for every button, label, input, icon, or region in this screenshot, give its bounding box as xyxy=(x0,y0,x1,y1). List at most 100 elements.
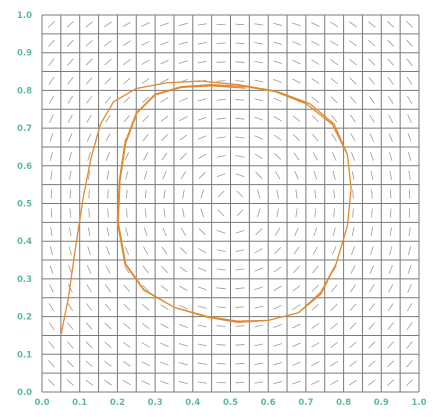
x-tick-label: 0.6 xyxy=(261,398,276,408)
direction-segment xyxy=(389,170,392,180)
direction-segment xyxy=(273,22,283,26)
direction-segment xyxy=(126,189,128,199)
direction-segment xyxy=(273,41,283,45)
direction-segment xyxy=(104,96,112,104)
direction-segment xyxy=(368,21,376,28)
direction-segment xyxy=(387,303,394,312)
direction-segment xyxy=(389,151,393,161)
x-tick-label: 0.0 xyxy=(34,398,49,408)
x-tick-label: 0.9 xyxy=(374,398,389,408)
direction-segment xyxy=(273,60,283,64)
direction-segment xyxy=(160,59,169,65)
x-tick-label: 0.3 xyxy=(148,398,163,408)
direction-segment xyxy=(143,227,148,237)
direction-segment xyxy=(406,95,413,104)
direction-segment xyxy=(330,59,339,66)
y-tick-label: 0.0 xyxy=(17,388,32,398)
direction-segment xyxy=(160,115,169,122)
direction-segment xyxy=(255,171,263,179)
direction-segment xyxy=(292,361,301,366)
direction-segment xyxy=(216,61,226,63)
direction-segment xyxy=(331,133,337,142)
direction-field xyxy=(47,20,414,387)
direction-segment xyxy=(314,189,317,199)
direction-segment xyxy=(47,379,55,387)
direction-segment xyxy=(142,284,150,292)
direction-segment xyxy=(163,208,166,218)
direction-segment xyxy=(105,152,110,161)
direction-segment xyxy=(86,284,92,293)
direction-segment xyxy=(179,324,188,329)
direction-segment xyxy=(48,58,55,66)
direction-segment xyxy=(141,304,150,311)
direction-segment xyxy=(235,99,245,101)
direction-segment xyxy=(49,284,54,293)
direction-segment xyxy=(330,322,338,330)
direction-segment xyxy=(254,153,263,160)
direction-segment xyxy=(197,98,207,102)
direction-segment xyxy=(388,265,393,274)
x-tick-label: 0.7 xyxy=(298,398,313,408)
direction-segment xyxy=(254,381,264,384)
direction-segment xyxy=(311,40,320,46)
direction-segment xyxy=(235,42,245,44)
direction-segment xyxy=(292,342,301,348)
direction-segment xyxy=(179,97,188,103)
direction-segment xyxy=(349,21,357,28)
direction-segment xyxy=(292,22,301,27)
direction-segment xyxy=(216,325,226,327)
direction-segment xyxy=(69,170,72,180)
direction-segment xyxy=(197,362,207,365)
direction-segment xyxy=(86,133,92,142)
direction-segment xyxy=(85,77,93,85)
direction-segment xyxy=(143,152,149,161)
direction-segment xyxy=(235,61,245,63)
direction-segment xyxy=(273,381,283,385)
direction-segment xyxy=(368,341,376,349)
direction-segment xyxy=(235,344,245,346)
direction-segment xyxy=(162,227,167,237)
direction-segment xyxy=(311,22,320,27)
direction-segment xyxy=(311,59,320,65)
direction-segment xyxy=(274,152,282,160)
direction-segment xyxy=(125,170,129,180)
y-tick-label: 0.1 xyxy=(17,350,32,360)
direction-segment xyxy=(388,133,393,142)
direction-segment xyxy=(406,20,414,28)
direction-segment xyxy=(104,58,112,66)
direction-segment xyxy=(160,78,169,84)
direction-segment xyxy=(49,133,54,142)
direction-segment xyxy=(104,77,112,85)
direction-segment xyxy=(106,170,110,180)
direction-segment xyxy=(254,23,264,26)
direction-segment xyxy=(49,114,54,123)
direction-segment xyxy=(292,115,301,122)
direction-segment xyxy=(88,208,90,218)
direction-segment xyxy=(217,209,225,217)
y-tick-label: 0.7 xyxy=(17,124,32,134)
direction-segment xyxy=(407,114,412,123)
direction-segment xyxy=(216,229,226,234)
direction-segment xyxy=(254,362,264,365)
direction-segment xyxy=(273,343,283,347)
direction-segment xyxy=(235,306,245,308)
direction-segment xyxy=(273,304,282,310)
direction-segment xyxy=(312,152,318,161)
direction-segment xyxy=(369,114,375,123)
direction-segment xyxy=(389,246,393,256)
direction-segment xyxy=(85,21,93,28)
direction-segment xyxy=(216,136,226,139)
direction-segment xyxy=(292,380,301,385)
direction-segment xyxy=(350,114,356,123)
direction-segment xyxy=(406,39,413,47)
direction-segment xyxy=(85,58,93,66)
direction-segment xyxy=(87,227,91,237)
direction-segment xyxy=(333,189,335,199)
direction-segment xyxy=(160,323,169,329)
direction-segment xyxy=(406,322,413,330)
direction-segment xyxy=(294,170,299,180)
direction-segment xyxy=(141,323,150,329)
direction-segment xyxy=(160,97,169,103)
direction-segment xyxy=(311,304,320,311)
direction-segment xyxy=(254,343,264,347)
